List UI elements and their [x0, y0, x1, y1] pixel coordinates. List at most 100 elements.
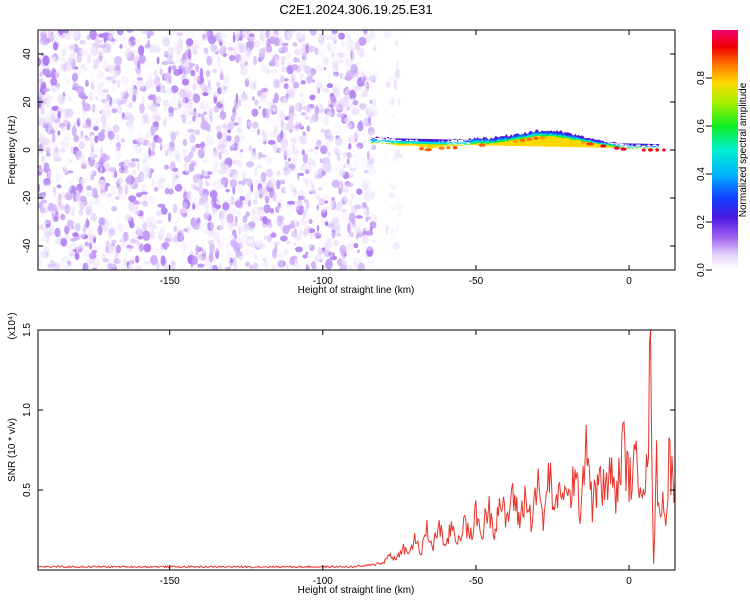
noise-cell [366, 57, 370, 62]
noise-cell [156, 56, 160, 65]
noise-cell [352, 148, 359, 157]
noise-cell [161, 107, 165, 113]
noise-cell [206, 89, 212, 94]
noise-cell [273, 92, 279, 104]
noise-cell [78, 92, 86, 99]
noise-cell [90, 168, 94, 175]
noise-cell [278, 179, 286, 185]
x-tick-label: -50 [469, 276, 484, 287]
noise-cell [347, 83, 353, 91]
noise-cell [331, 179, 340, 188]
noise-cell [323, 177, 329, 183]
noise-cell [147, 94, 155, 101]
noise-cell [55, 264, 60, 270]
noise-cell [336, 100, 344, 111]
noise-cell [219, 38, 223, 47]
noise-cell [111, 239, 117, 244]
noise-cell [356, 142, 364, 149]
noise-cell [170, 76, 177, 82]
noise-cell [291, 64, 299, 71]
noise-cell [79, 195, 88, 201]
noise-cell [51, 87, 57, 93]
signal-peak [478, 143, 486, 147]
noise-cell [353, 150, 359, 156]
colorbar: 0.00.20.40.60.8 Normalized spectral ampl… [696, 30, 749, 277]
noise-cell [43, 177, 51, 186]
noise-cell [170, 180, 174, 190]
noise-cell [349, 199, 353, 207]
noise-cell [257, 128, 260, 136]
noise-cell [367, 178, 372, 183]
noise-cell [327, 75, 333, 85]
noise-cell [214, 162, 219, 168]
noise-cell [213, 105, 220, 113]
noise-cell [267, 139, 276, 145]
y-tick-label: -40 [22, 238, 33, 253]
noise-cell [358, 166, 363, 170]
noise-cell [263, 261, 269, 269]
noise-cell [163, 263, 171, 270]
noise-cell [344, 61, 352, 66]
spectrogram-heatmap [38, 30, 666, 270]
noise-cell [322, 87, 330, 93]
noise-cell [301, 76, 305, 81]
noise-cell [358, 217, 364, 224]
noise-cell [327, 111, 333, 117]
noise-cell [38, 133, 45, 137]
noise-cell [244, 75, 251, 82]
noise-cell [206, 262, 213, 270]
noise-cell [141, 221, 148, 231]
noise-cell [41, 97, 46, 102]
noise-cell [222, 191, 230, 203]
noise-cell [295, 206, 300, 211]
noise-cell [188, 115, 193, 121]
noise-cell [38, 112, 41, 121]
noise-cell [62, 208, 66, 215]
noise-cell [322, 57, 330, 66]
noise-cell [62, 190, 66, 200]
noise-cell [171, 172, 180, 176]
noise-cell [50, 192, 57, 202]
noise-cell [346, 243, 354, 253]
noise-cell [224, 266, 231, 270]
noise-cell [343, 86, 351, 96]
noise-cell [368, 216, 372, 220]
noise-cell [136, 210, 144, 217]
noise-cell [102, 47, 107, 54]
noise-cell [48, 62, 54, 72]
noise-cell [388, 124, 396, 136]
noise-cell [352, 256, 359, 263]
noise-cell [272, 103, 276, 114]
noise-cell [201, 159, 208, 163]
noise-cell [201, 169, 205, 179]
noise-cell [197, 156, 200, 165]
noise-cell [353, 151, 360, 160]
noise-cell [165, 172, 171, 178]
noise-cell [133, 39, 141, 44]
noise-cell [260, 171, 267, 183]
noise-cell [218, 151, 222, 160]
noise-cell [68, 71, 72, 81]
noise-cell [82, 124, 90, 129]
noise-cell [85, 232, 94, 243]
noise-cell [68, 159, 73, 163]
noise-cell [114, 170, 117, 178]
noise-cell [155, 204, 159, 210]
noise-cell [275, 47, 283, 52]
noise-cell [276, 179, 281, 190]
noise-cell [372, 44, 377, 52]
noise-cell [239, 149, 244, 153]
noise-cell [67, 219, 74, 227]
noise-cell [45, 73, 53, 78]
noise-cell [99, 179, 106, 191]
noise-cell [183, 132, 190, 136]
noise-cell [219, 234, 226, 239]
noise-cell [219, 111, 227, 120]
noise-cell [40, 194, 45, 204]
noise-cell [55, 70, 60, 79]
noise-cell [255, 84, 264, 92]
noise-cell [38, 31, 42, 41]
noise-cell [105, 150, 113, 156]
noise-cell [280, 119, 284, 129]
noise-cell [93, 237, 96, 244]
